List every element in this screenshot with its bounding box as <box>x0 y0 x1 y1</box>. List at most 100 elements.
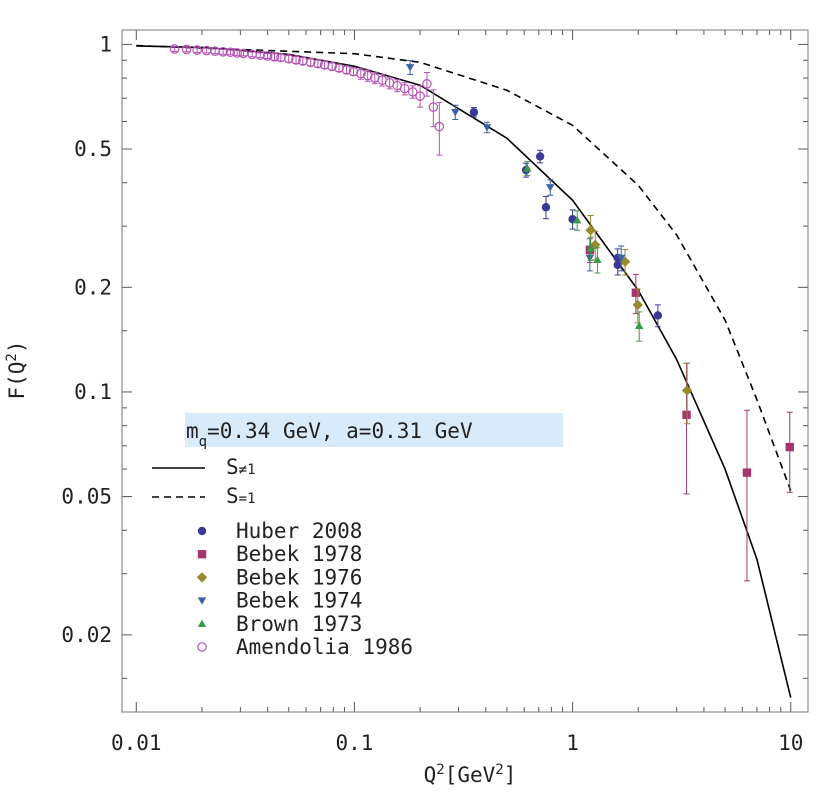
legend-label-sub: ≠1 <box>239 462 256 478</box>
error-bar <box>183 46 190 53</box>
script: q <box>199 434 207 450</box>
legend-marker <box>197 619 207 627</box>
marker <box>653 311 663 320</box>
error-bar <box>350 67 357 76</box>
marker <box>742 468 752 477</box>
text-part: Q <box>424 763 437 787</box>
script: 2 <box>4 353 20 361</box>
text-part: =0.34 GeV, a=0.31 GeV <box>207 419 473 443</box>
error-bar <box>743 409 750 582</box>
marker <box>590 239 601 251</box>
x-tick-label: 1 <box>566 731 579 755</box>
marker <box>585 254 595 263</box>
legend-marker <box>197 642 207 652</box>
y-tick-label: 0.2 <box>74 275 112 299</box>
error-bar <box>436 102 443 156</box>
marker <box>451 109 460 117</box>
marker <box>327 61 337 72</box>
legend-marker <box>196 572 208 583</box>
error-bar <box>285 55 292 63</box>
y-tick-label: 0.1 <box>74 380 112 404</box>
marker <box>305 57 316 68</box>
marker <box>616 254 626 263</box>
marker <box>255 50 266 60</box>
marker <box>232 48 242 58</box>
marker <box>428 102 439 112</box>
legend-label: Huber 2008 <box>236 519 362 543</box>
text-part: ) <box>5 340 29 353</box>
y-tick-label: 1 <box>99 32 112 56</box>
marker <box>348 66 359 77</box>
marker <box>362 70 373 81</box>
legend-label: S≠1 <box>226 455 256 479</box>
legend-label: S=1 <box>226 484 256 508</box>
marker <box>422 79 432 89</box>
legend-label: Bebek 1978 <box>236 542 362 566</box>
error-bar <box>264 53 271 59</box>
marker <box>613 260 622 270</box>
legend-label: Bebek 1974 <box>236 589 362 613</box>
y-tick-label: 0.05 <box>61 485 112 509</box>
text-part: m <box>186 419 199 443</box>
marker <box>482 124 492 132</box>
error-bar <box>307 58 314 67</box>
x-axis-label: Q2[GeV2] <box>424 762 517 787</box>
marker <box>269 52 280 62</box>
legend-label-sub: =1 <box>239 491 256 507</box>
marker <box>225 47 236 58</box>
error-bar <box>203 47 210 54</box>
error-bar <box>194 47 201 53</box>
script: 2 <box>436 762 444 778</box>
plot-frame <box>121 29 809 713</box>
marker <box>546 184 555 192</box>
marker <box>169 44 180 54</box>
text-part: F(Q <box>5 362 29 400</box>
x-tick-label: 0.01 <box>111 731 162 755</box>
marker <box>585 225 596 236</box>
error-bar <box>683 362 690 495</box>
x-tick-label: 10 <box>778 731 803 755</box>
marker <box>262 51 273 61</box>
model-curve <box>136 44 792 491</box>
marker <box>181 44 192 55</box>
annotation-box <box>185 413 563 447</box>
marker <box>631 288 641 297</box>
error-bar <box>227 49 234 56</box>
marker <box>541 203 551 212</box>
marker <box>319 60 330 70</box>
legend-label-main: S <box>226 484 239 508</box>
y-tick-label: 0.02 <box>61 623 112 647</box>
marker <box>593 255 602 264</box>
marker <box>785 442 794 452</box>
error-bar <box>257 52 264 59</box>
error-bar <box>417 85 424 108</box>
legend-marker <box>197 550 207 559</box>
error-bar <box>240 50 247 57</box>
model-curve <box>136 45 792 698</box>
marker <box>573 216 582 224</box>
error-bar <box>171 46 178 52</box>
marker <box>341 65 352 75</box>
marker <box>405 64 415 72</box>
marker <box>634 321 644 330</box>
marker <box>681 385 693 396</box>
marker <box>523 164 532 172</box>
marker <box>334 63 344 73</box>
marker <box>535 152 545 161</box>
marker <box>218 47 228 57</box>
y-tick-label: 0.5 <box>74 137 112 161</box>
marker <box>682 410 691 420</box>
marker <box>434 121 445 132</box>
marker <box>399 83 410 94</box>
error-bar <box>423 72 430 97</box>
legend-marker <box>197 526 207 536</box>
error-bar <box>329 62 336 71</box>
marker <box>313 58 323 69</box>
marker <box>283 53 294 64</box>
legend-label: Bebek 1976 <box>236 565 362 589</box>
marker <box>586 244 595 252</box>
legend-label: Amendolia 1986 <box>236 635 413 659</box>
marker <box>469 108 479 117</box>
